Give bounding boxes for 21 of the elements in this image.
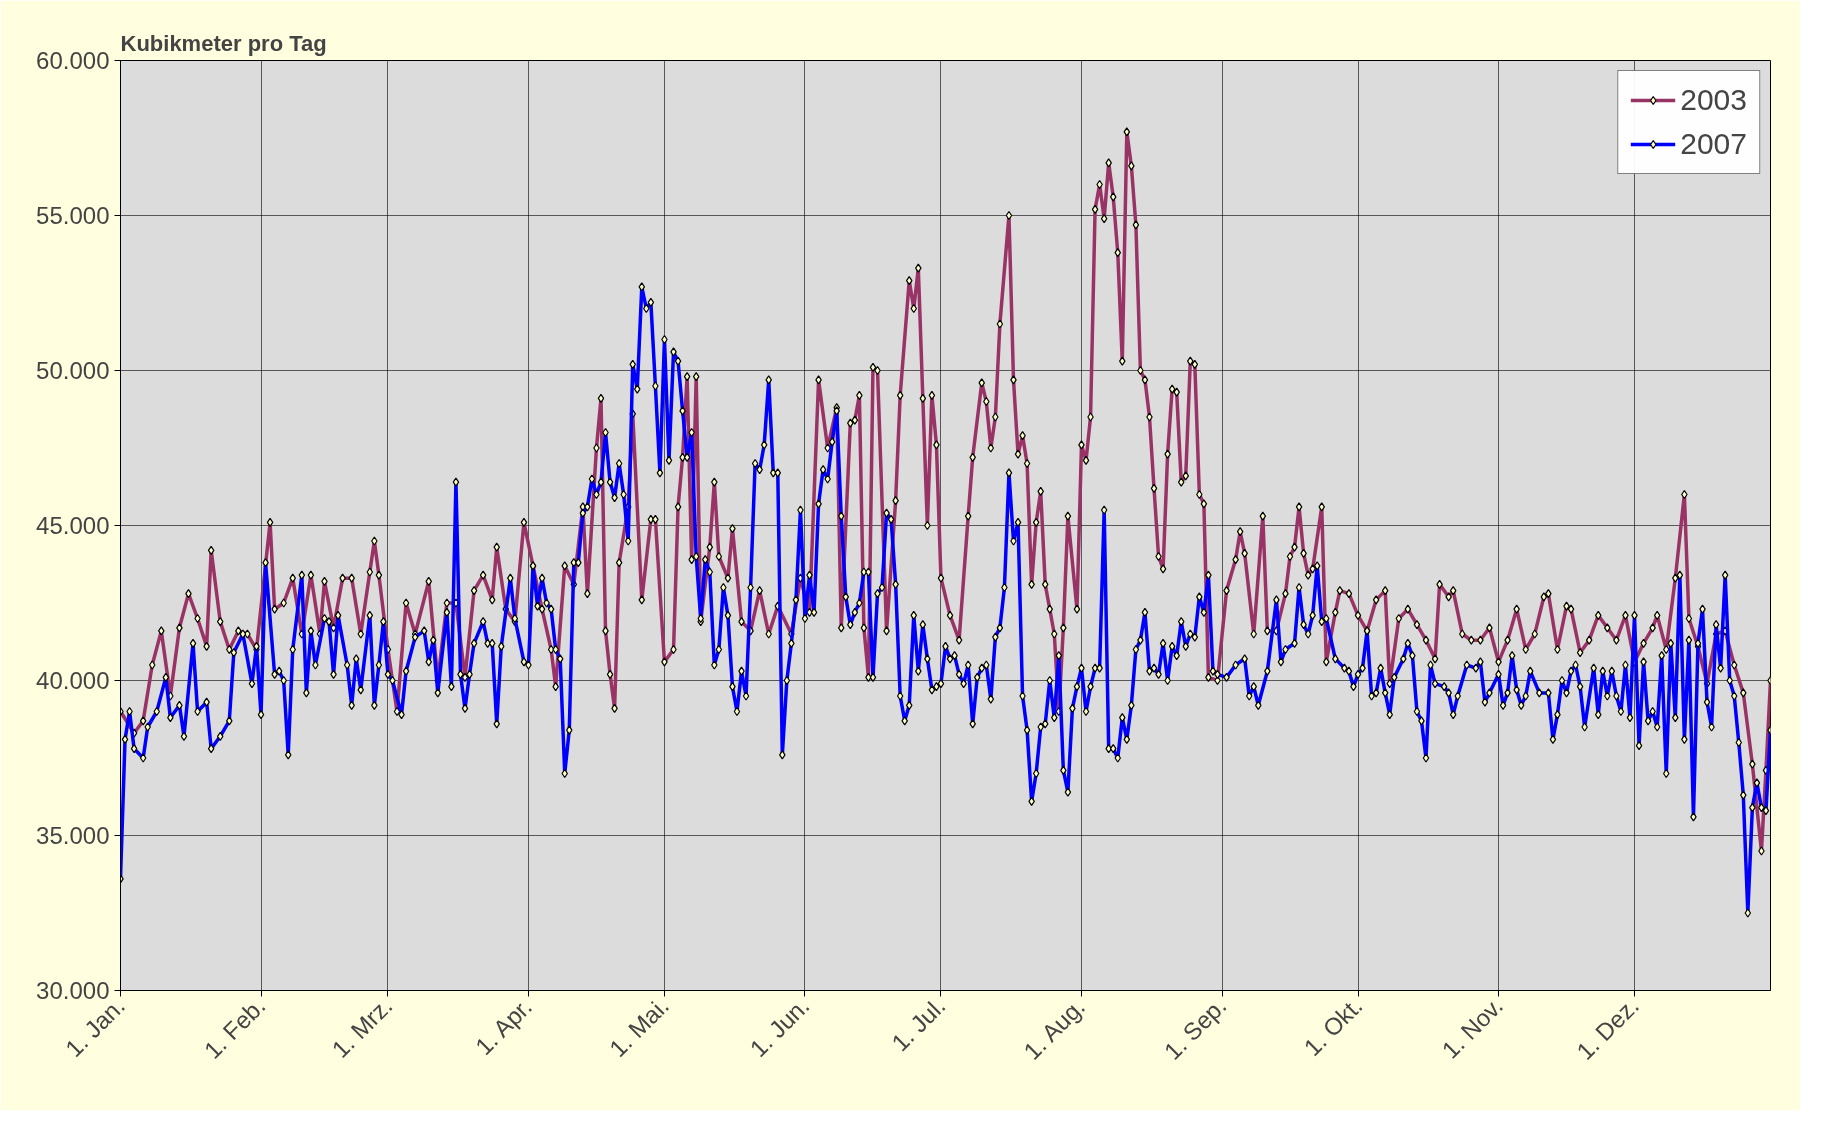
x-tick-label: 1. Mai.	[603, 991, 674, 1062]
legend-label: 2003	[1680, 83, 1747, 117]
x-tick-label: 1. Jul.	[886, 991, 951, 1057]
y-tick-label: 55.000	[36, 202, 110, 229]
x-tick-label: 1. Feb.	[198, 991, 271, 1064]
x-tick-label: 1. Jun.	[744, 991, 815, 1062]
x-tick-label: 1. Aug.	[1018, 992, 1091, 1065]
y-axis-title: Kubikmeter pro Tag	[120, 30, 327, 56]
x-tick-label: 1. Okt.	[1298, 991, 1368, 1062]
x-tick-label: 1. Sep.	[1158, 991, 1232, 1065]
y-tick-label: 35.000	[36, 822, 110, 849]
y-tick-label: 40.000	[36, 667, 110, 694]
x-tick-label: 1. Mrz.	[326, 991, 398, 1063]
y-tick-label: 30.000	[36, 977, 110, 1004]
y-tick-label: 50.000	[36, 357, 110, 384]
x-tick-label: 1. Apr.	[469, 992, 538, 1061]
x-tick-label: 1. Nov.	[1436, 991, 1509, 1064]
y-tick-label: 45.000	[36, 512, 110, 539]
legend-label: 2007	[1680, 127, 1747, 161]
y-tick-label: 60.000	[36, 47, 110, 74]
x-tick-label: 1. Dez.	[1571, 991, 1645, 1065]
